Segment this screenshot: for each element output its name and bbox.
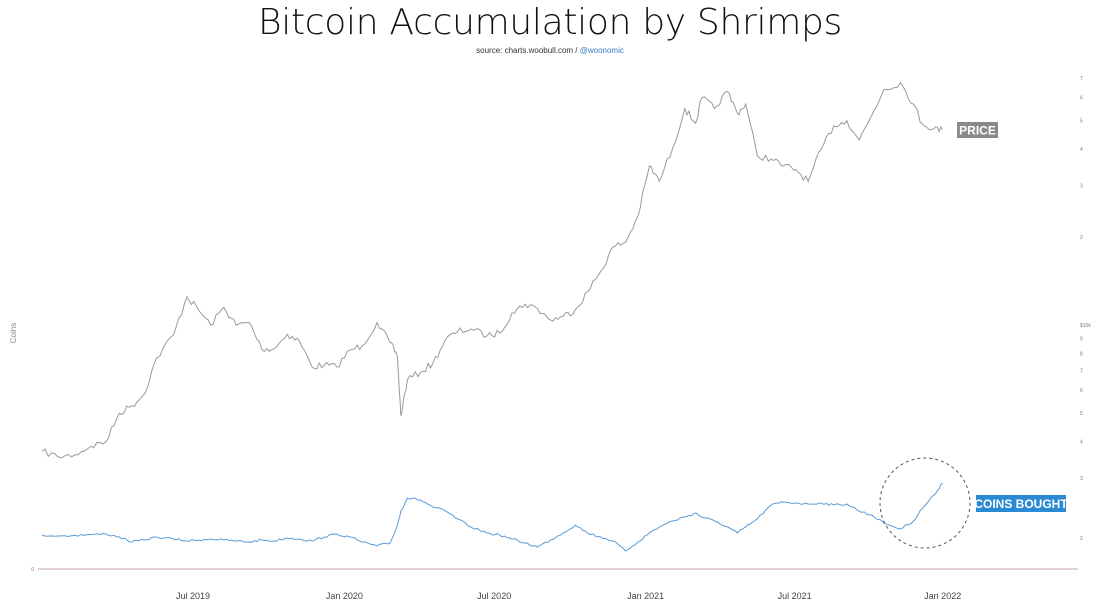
- coins-bought-tag: COINS BOUGHT: [974, 495, 1068, 512]
- y-axis-label: Coins: [9, 323, 18, 343]
- source-handle-link[interactable]: @woonomic: [579, 46, 624, 55]
- right-tick-label: 5: [1080, 119, 1083, 125]
- price-series-line: [41, 81, 943, 459]
- coins-bought-series-line: [41, 482, 943, 552]
- left-axis-ticks: 0: [31, 567, 34, 573]
- x-tick-label: Jul 2020: [477, 591, 511, 601]
- right-tick-label: 4: [1080, 440, 1083, 446]
- right-axis-ticks: 7 6 5 4 3 2 $10k 9 8 7 6 5 4 3 2: [1080, 76, 1091, 542]
- right-tick-label: 5: [1080, 411, 1083, 417]
- right-tick-label: 8: [1080, 351, 1083, 357]
- right-tick-label: 6: [1080, 96, 1083, 102]
- chart-title: Bitcoin Accumulation by Shrimps: [258, 2, 842, 43]
- price-tag-label: PRICE: [959, 124, 996, 138]
- price-tag: PRICE: [957, 122, 998, 138]
- x-tick-label: Jan 2021: [627, 591, 664, 601]
- x-axis-ticks: Jul 2019 Jan 2020 Jul 2020 Jan 2021 Jul 2021…: [176, 591, 961, 601]
- highlight-dashed-circle: [879, 457, 971, 549]
- right-tick-label: $10k: [1080, 323, 1091, 329]
- right-tick-label: 9: [1080, 337, 1083, 343]
- right-tick-label: 3: [1080, 184, 1083, 190]
- right-tick-label: 2: [1080, 536, 1083, 542]
- right-tick-label: 3: [1080, 476, 1083, 482]
- source-prefix: source: charts.woobull.com /: [476, 46, 580, 55]
- price-tag-bg: [957, 122, 998, 138]
- chart-source: source: charts.woobull.com / @woonomic: [0, 46, 1100, 55]
- right-tick-label: 7: [1080, 76, 1083, 82]
- x-tick-label: Jul 2019: [176, 591, 210, 601]
- right-tick-label: 7: [1080, 368, 1083, 374]
- right-tick-label: 6: [1080, 388, 1083, 394]
- x-tick-label: Jan 2022: [924, 591, 961, 601]
- coins-bought-tag-label: COINS BOUGHT: [974, 497, 1068, 511]
- coins-bought-tag-bg: [976, 495, 1066, 512]
- right-tick-label: 2: [1080, 235, 1083, 241]
- left-tick-label: 0: [31, 567, 34, 573]
- right-tick-label: 4: [1080, 147, 1083, 153]
- x-tick-label: Jan 2020: [326, 591, 363, 601]
- x-tick-label: Jul 2021: [778, 591, 812, 601]
